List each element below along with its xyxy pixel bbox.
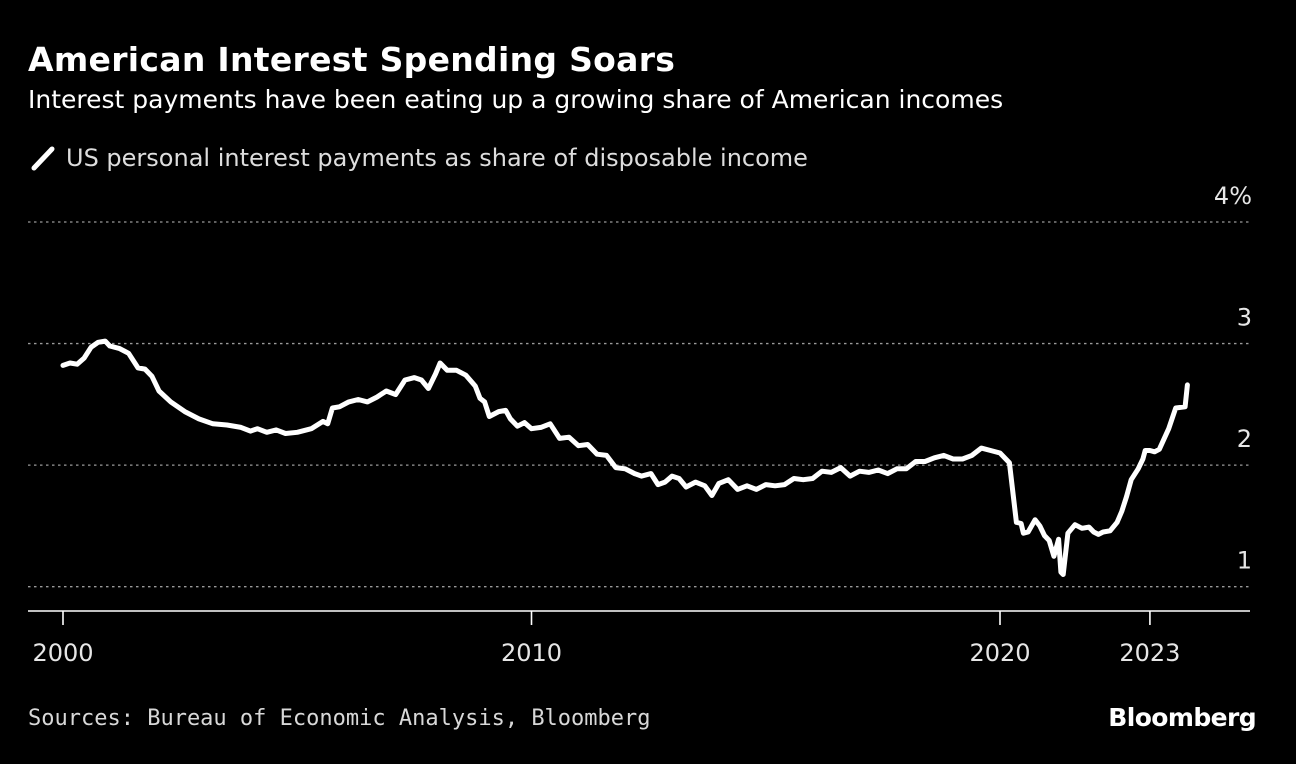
y-tick-label: 2 [1237, 425, 1252, 453]
y-tick-label: 3 [1237, 304, 1252, 332]
chart-subtitle: Interest payments have been eating up a … [28, 85, 1004, 114]
legend: US personal interest payments as share o… [28, 142, 808, 174]
bloomberg-logo: Bloomberg [1108, 703, 1256, 732]
x-tick-label: 2000 [32, 639, 93, 667]
x-tick-label: 2023 [1119, 639, 1180, 667]
x-tick-label: 2010 [501, 639, 562, 667]
x-tick-label: 2020 [969, 639, 1030, 667]
series-line [60, 338, 1190, 577]
source-note: Sources: Bureau of Economic Analysis, Bl… [28, 706, 651, 731]
legend-label: US personal interest payments as share o… [66, 144, 808, 172]
y-tick-label: 4% [1214, 182, 1252, 210]
chart-title: American Interest Spending Soars [28, 40, 676, 79]
legend-line-swatch-icon [31, 146, 55, 171]
y-tick-label: 1 [1237, 547, 1252, 575]
